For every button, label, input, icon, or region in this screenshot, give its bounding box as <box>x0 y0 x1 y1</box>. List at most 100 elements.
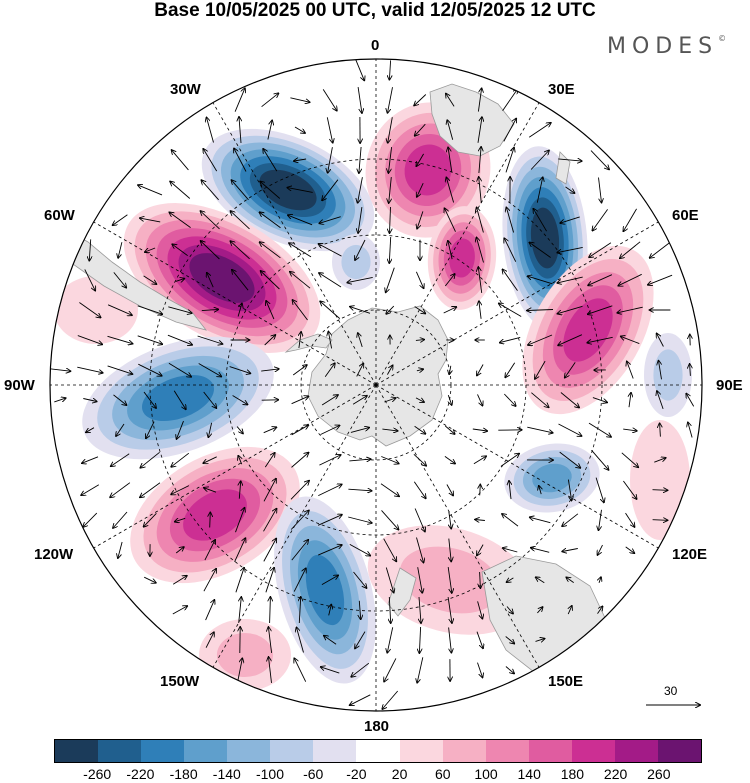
wind-arrow <box>562 513 579 526</box>
colorbar-segment <box>528 740 572 762</box>
wind-arrow <box>477 544 484 556</box>
wind-arrow <box>294 658 307 682</box>
colorbar-segment <box>227 740 271 762</box>
wind-arrow <box>168 362 191 377</box>
map-title: Base 10/05/2025 00 UTC, valid 12/05/2025… <box>154 0 596 21</box>
wind-arrow <box>648 274 673 285</box>
wind-arrow <box>587 336 613 342</box>
colorbar-tick-label: 140 <box>517 766 541 782</box>
wind-arrow <box>386 267 395 293</box>
wind-arrow <box>505 362 516 378</box>
colorbar-labels: -260 -220 -180 -140 -100 -60 -20 20 60 100 140 180 2… <box>54 766 702 782</box>
wind-arrow <box>445 425 454 434</box>
wind-arrow <box>652 490 668 491</box>
wind-arrow <box>350 694 371 705</box>
wind-arrow <box>567 479 571 501</box>
wind-arrow <box>265 568 274 593</box>
anomaly-contour <box>449 238 475 278</box>
colorbar-segment <box>313 740 357 762</box>
wind-arrow <box>384 658 397 681</box>
wind-arrow <box>83 399 96 402</box>
anomaly-contour <box>305 554 345 626</box>
wind-arrow <box>390 206 391 233</box>
wind-arrow <box>294 126 305 133</box>
wind-arrow <box>414 508 425 532</box>
wind-arrow <box>560 392 579 408</box>
wind-arrow <box>113 511 128 528</box>
wind-arrow <box>539 486 541 495</box>
wind-arrow <box>479 301 481 319</box>
wind-arrow <box>140 451 160 467</box>
colorbar-tick-label: 100 <box>474 766 498 782</box>
graticule <box>50 59 702 711</box>
wind-arrow <box>444 456 455 463</box>
wind-arrow <box>500 454 519 467</box>
wind-arrow <box>654 458 665 463</box>
wind-arrow <box>473 456 486 465</box>
wind-arrow <box>588 422 611 437</box>
wind-arrow <box>177 420 184 439</box>
wind-arrow <box>592 397 607 403</box>
colorbar-tick-label: -180 <box>169 766 198 782</box>
wind-arrow <box>144 576 156 583</box>
wind-arrow <box>528 334 553 345</box>
wind-arrow <box>557 246 583 252</box>
wind-arrow <box>347 276 373 282</box>
wind-arrow <box>319 273 342 288</box>
wind-arrow <box>172 576 187 585</box>
wind-arrow <box>417 183 424 197</box>
wind-arrow <box>263 479 276 502</box>
lon-label-90e: 90E <box>716 377 743 394</box>
colorbar-segment <box>657 740 701 762</box>
wind-arrow <box>414 94 427 106</box>
wind-arrow <box>660 423 661 437</box>
wind-arrow <box>415 123 426 136</box>
colorbar-segment <box>356 740 400 762</box>
wind-arrow <box>169 212 191 228</box>
wind-arrow <box>239 597 242 623</box>
wind-arrow <box>413 481 425 499</box>
wind-arrow <box>528 276 553 285</box>
wind-arrow <box>477 364 484 376</box>
wind-arrow <box>320 301 341 319</box>
wind-arrow <box>480 571 481 588</box>
wind-arrow <box>260 212 281 229</box>
wind-arrow <box>172 150 189 171</box>
wind-arrow <box>499 304 522 317</box>
wind-arrow <box>358 333 363 348</box>
wind-arrow <box>290 272 311 289</box>
reference-vector-label: 30 <box>664 684 678 698</box>
wind-arrow <box>617 306 643 313</box>
colorbar-segment <box>184 740 228 762</box>
wind-arrow <box>599 577 601 583</box>
wind-arrow <box>137 335 163 344</box>
wind-arrow <box>261 369 279 371</box>
wind-arrow <box>229 366 251 374</box>
wind-arrow <box>291 425 309 436</box>
wind-arrow <box>203 391 217 408</box>
wind-arrow <box>589 242 612 257</box>
colorbar-tick-label: 220 <box>603 766 628 782</box>
wind-arrow <box>386 305 395 314</box>
wind-arrow <box>381 510 399 529</box>
wind-arrow <box>349 544 370 555</box>
wind-arrow <box>530 517 551 524</box>
wind-arrow <box>507 578 514 582</box>
map-boundary <box>49 58 703 712</box>
wind-arrow <box>659 361 662 380</box>
wind-arrow <box>385 567 393 593</box>
colorbar-segment <box>614 740 658 762</box>
wind-arrow <box>288 215 313 226</box>
wind-arrow <box>260 242 281 259</box>
new-zealand <box>387 567 417 617</box>
wind-arrow <box>289 243 312 258</box>
colorbar-tick-label: -220 <box>126 766 155 782</box>
wind-arrow <box>565 186 575 193</box>
wind-arrow <box>263 539 276 562</box>
wind-arrow <box>321 575 338 585</box>
wind-arrow <box>326 117 332 142</box>
wind-arrow <box>290 481 309 500</box>
wind-arrow <box>359 146 361 173</box>
wind-arrow <box>449 538 451 562</box>
wind-arrow <box>476 631 483 649</box>
